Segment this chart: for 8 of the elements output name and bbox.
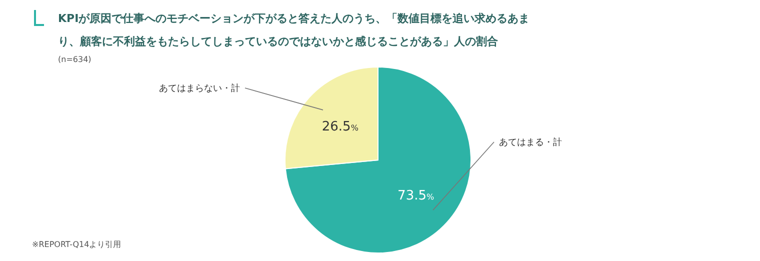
slice-label: あてはまらない・計 — [159, 83, 240, 94]
text: (n=634) — [58, 55, 92, 64]
pie-slice — [284, 66, 472, 254]
slice-label: あてはまる・計 — [499, 137, 562, 148]
data-label: 26.5% — [322, 120, 359, 135]
data-label: 73.5% — [398, 188, 435, 204]
text: ※REPORT-Q14より引用 — [32, 240, 122, 249]
chart-title: KPIが原因で仕事へのモチベーションが下がると答えた人のうち、「数値目標を追い求めるあまり、顧客に不利益をもたらしてしまっているのではないかと感じることがある」人の割合 — [58, 12, 530, 48]
